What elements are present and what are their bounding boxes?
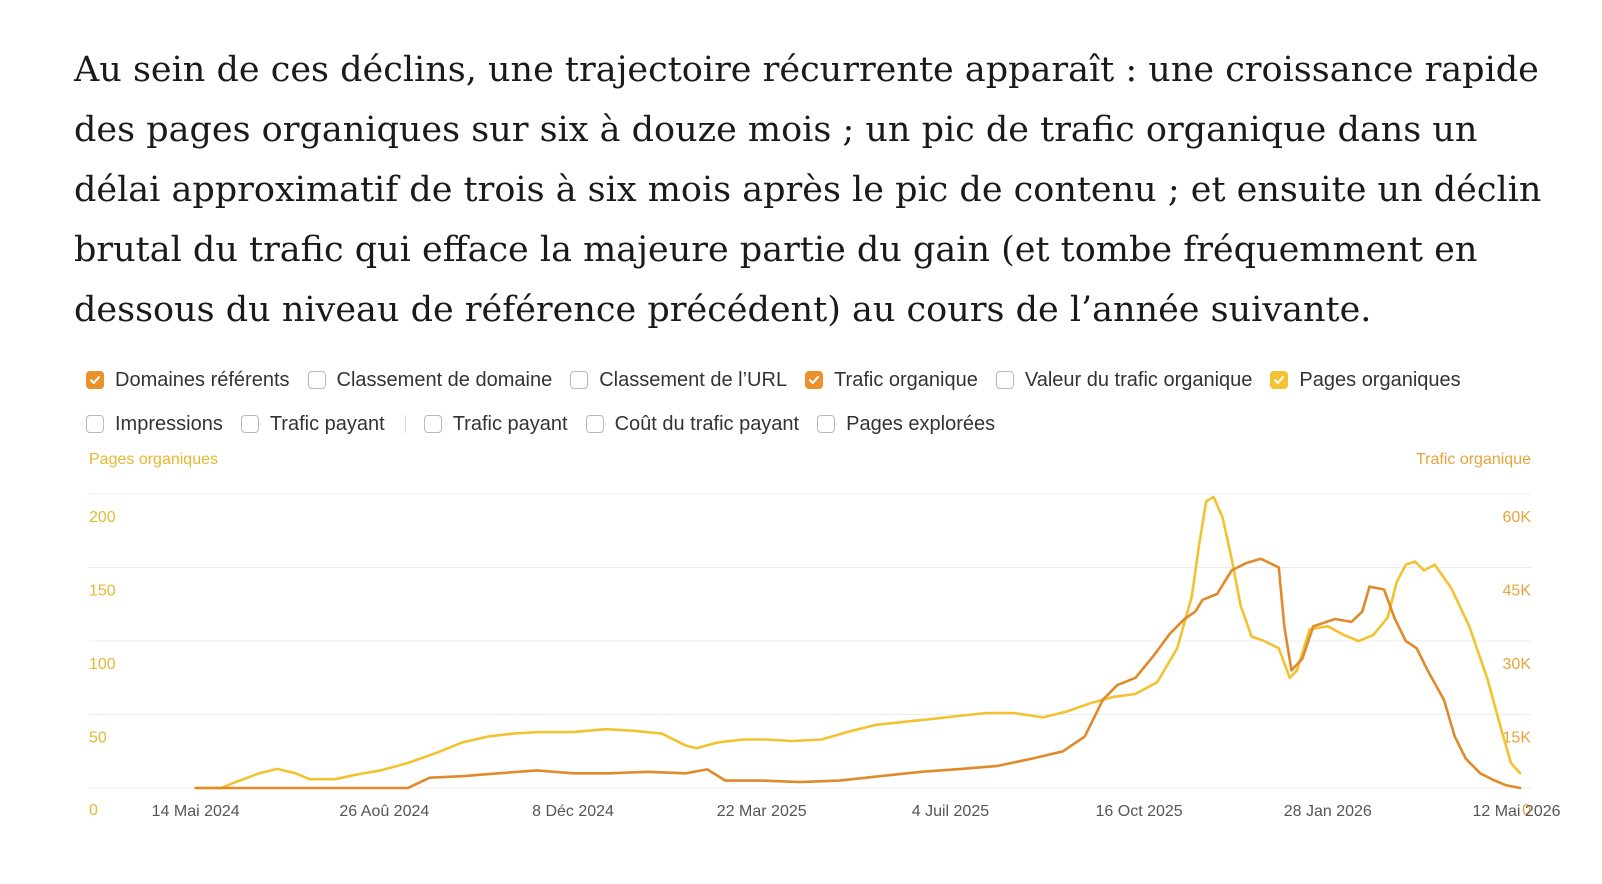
left-tick-label: 200 xyxy=(89,509,116,526)
legend-label: Impressions xyxy=(115,412,223,435)
checkbox-unchecked-icon[interactable] xyxy=(570,371,589,389)
legend-label: Classement de domaine xyxy=(336,368,553,391)
right-axis-ticks: 0 15K 30K 45K 60K xyxy=(1503,509,1532,819)
right-tick-label: 45K xyxy=(1503,583,1532,600)
article-paragraph: Au sein de ces déclins, une trajectoire … xyxy=(74,50,1542,330)
x-tick-label: 28 Jan 2026 xyxy=(1284,803,1372,820)
toggle-pages-organiques[interactable]: Pages organiques xyxy=(1270,368,1461,392)
checkbox-checked-icon[interactable] xyxy=(86,371,104,389)
left-tick-label: 150 xyxy=(89,583,116,600)
left-tick-label: 100 xyxy=(89,656,116,673)
checkbox-checked-icon[interactable] xyxy=(1270,371,1289,389)
toggle-trafic-organique[interactable]: Trafic organique xyxy=(805,369,978,392)
checkbox-unchecked-icon[interactable] xyxy=(585,415,604,433)
series-line-pages-organiques xyxy=(194,495,1522,790)
checkbox-unchecked-icon[interactable] xyxy=(995,371,1014,389)
x-tick-label: 8 Déc 2024 xyxy=(532,803,614,820)
legend-label: Trafic payant xyxy=(269,412,385,435)
legend-label: Classement de l’URL xyxy=(599,368,788,391)
toggle-valeur-trafic-organique[interactable]: Valeur du trafic organique xyxy=(995,368,1253,392)
left-axis-ticks: 0 50 100 150 200 xyxy=(89,509,116,819)
traffic-chart[interactable]: Pages organiques Trafic organique 0 50 100… xyxy=(0,440,1602,830)
toggle-domaines-referents[interactable]: Domaines référents xyxy=(86,369,290,392)
toggle-classement-domaine[interactable]: Classement de domaine xyxy=(307,368,553,392)
series-lines xyxy=(194,495,1522,790)
series-line-trafic-organique xyxy=(194,557,1522,790)
legend-label: Coût du trafic payant xyxy=(614,412,800,435)
checkbox-checked-icon[interactable] xyxy=(805,371,824,389)
right-tick-label: 0 xyxy=(1522,802,1531,819)
toggle-pages-explorees[interactable]: Pages explorées xyxy=(817,413,995,436)
x-tick-label: 14 Mai 2024 xyxy=(152,803,240,820)
legend-label: Domaines référents xyxy=(115,368,290,391)
toggle-classement-url[interactable]: Classement de l’URL xyxy=(570,369,787,392)
legend-label: Pages organiques xyxy=(1299,368,1461,391)
x-axis-ticks: 14 Mai 2024 26 Aoû 2024 8 Déc 2024 22 Mar 2… xyxy=(152,803,1561,820)
x-tick-label: 4 Juil 2025 xyxy=(912,803,989,820)
toggle-cout-trafic-payant[interactable]: Coût du trafic payant xyxy=(585,412,800,436)
left-tick-label: 0 xyxy=(89,802,98,819)
checkbox-unchecked-icon[interactable] xyxy=(817,415,836,433)
x-tick-label: 22 Mar 2025 xyxy=(717,803,807,820)
left-axis-title: Pages organiques xyxy=(89,451,218,468)
left-tick-label: 50 xyxy=(89,730,107,747)
right-tick-label: 30K xyxy=(1503,656,1532,673)
x-tick-label: 12 Mai 2026 xyxy=(1472,803,1560,820)
checkbox-unchecked-icon[interactable] xyxy=(240,415,259,433)
legend-label: Trafic organique xyxy=(834,368,978,391)
toggle-trafic-payant[interactable]: Trafic payant xyxy=(240,412,385,436)
toggle-trafic-payant-2[interactable]: Trafic payant xyxy=(423,412,568,436)
right-tick-label: 15K xyxy=(1503,730,1532,747)
legend-label: Trafic payant xyxy=(452,412,568,435)
legend-divider xyxy=(404,415,406,433)
grid-lines xyxy=(89,493,1531,789)
metrics-legend: Domaines référents Classement de domaine… xyxy=(86,358,1536,446)
checkbox-unchecked-icon[interactable] xyxy=(86,415,104,433)
legend-row-1: Domaines référents Classement de domaine… xyxy=(86,358,1536,402)
x-tick-label: 16 Oct 2025 xyxy=(1096,803,1183,820)
checkbox-unchecked-icon[interactable] xyxy=(307,371,326,389)
x-tick-label: 26 Aoû 2024 xyxy=(339,803,429,820)
toggle-impressions[interactable]: Impressions xyxy=(86,413,223,436)
legend-label: Valeur du trafic organique xyxy=(1024,368,1253,391)
right-tick-label: 60K xyxy=(1503,509,1532,526)
right-axis-title: Trafic organique xyxy=(1416,451,1531,468)
legend-label: Pages explorées xyxy=(846,412,996,435)
checkbox-unchecked-icon[interactable] xyxy=(423,415,442,433)
legend-row-2: Impressions Trafic payant Trafic payant … xyxy=(86,402,1536,446)
